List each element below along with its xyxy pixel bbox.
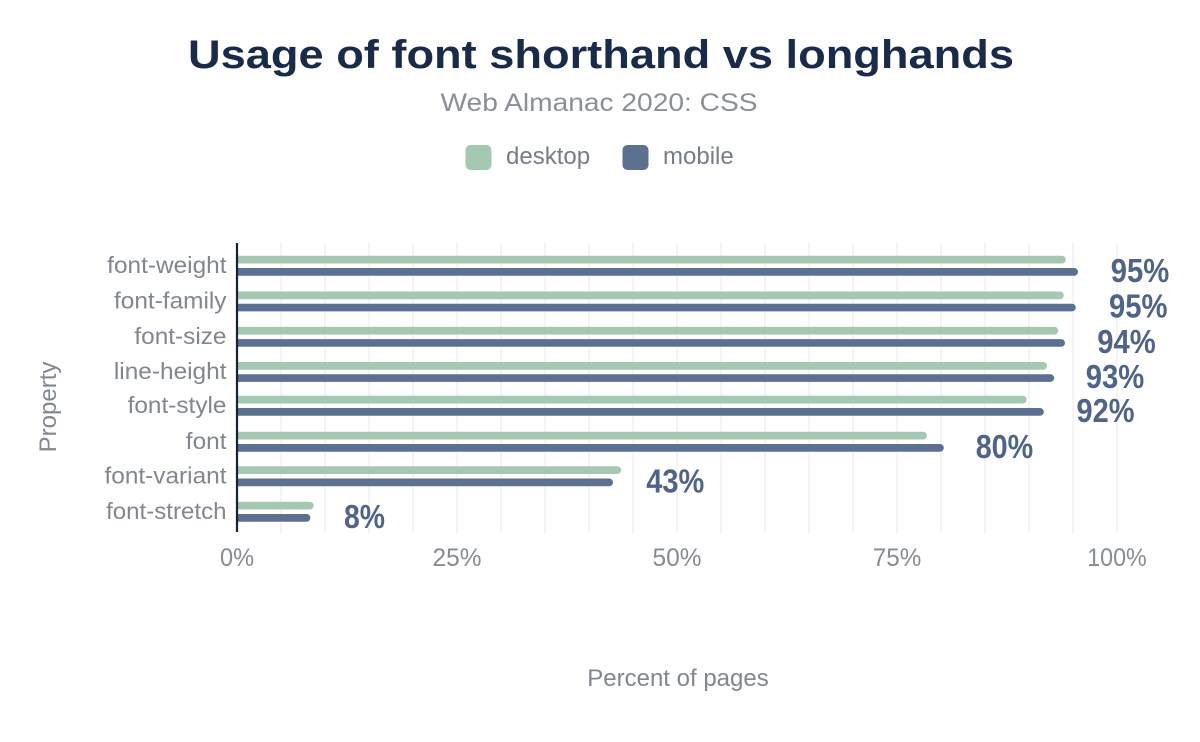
svg-text:font-size: font-size bbox=[134, 323, 226, 349]
svg-text:desktop: desktop bbox=[506, 143, 590, 170]
svg-text:94%: 94% bbox=[1097, 323, 1156, 360]
svg-text:font-stretch: font-stretch bbox=[106, 498, 226, 524]
svg-text:font: font bbox=[186, 428, 227, 454]
svg-text:font-variant: font-variant bbox=[105, 462, 228, 488]
svg-text:92%: 92% bbox=[1077, 392, 1135, 429]
svg-text:95%: 95% bbox=[1111, 252, 1170, 289]
svg-text:Web Almanac 2020: CSS: Web Almanac 2020: CSS bbox=[441, 89, 758, 117]
svg-text:mobile: mobile bbox=[663, 143, 734, 170]
svg-text:line-height: line-height bbox=[114, 358, 227, 384]
svg-text:95%: 95% bbox=[1109, 288, 1168, 325]
svg-text:93%: 93% bbox=[1086, 358, 1145, 395]
svg-text:43%: 43% bbox=[646, 463, 704, 500]
svg-text:0%: 0% bbox=[220, 544, 254, 572]
svg-text:8%: 8% bbox=[344, 498, 385, 535]
svg-text:Percent of pages: Percent of pages bbox=[587, 665, 768, 692]
svg-text:font-family: font-family bbox=[114, 288, 227, 314]
svg-text:Usage of font shorthand vs lon: Usage of font shorthand vs longhands bbox=[188, 33, 1014, 77]
svg-text:50%: 50% bbox=[653, 544, 702, 572]
svg-text:Property: Property bbox=[35, 362, 62, 453]
svg-text:75%: 75% bbox=[873, 544, 922, 572]
svg-text:100%: 100% bbox=[1087, 544, 1147, 572]
svg-text:25%: 25% bbox=[433, 544, 482, 572]
svg-text:font-style: font-style bbox=[128, 392, 227, 418]
svg-text:font-weight: font-weight bbox=[107, 252, 227, 278]
svg-text:80%: 80% bbox=[976, 428, 1033, 465]
